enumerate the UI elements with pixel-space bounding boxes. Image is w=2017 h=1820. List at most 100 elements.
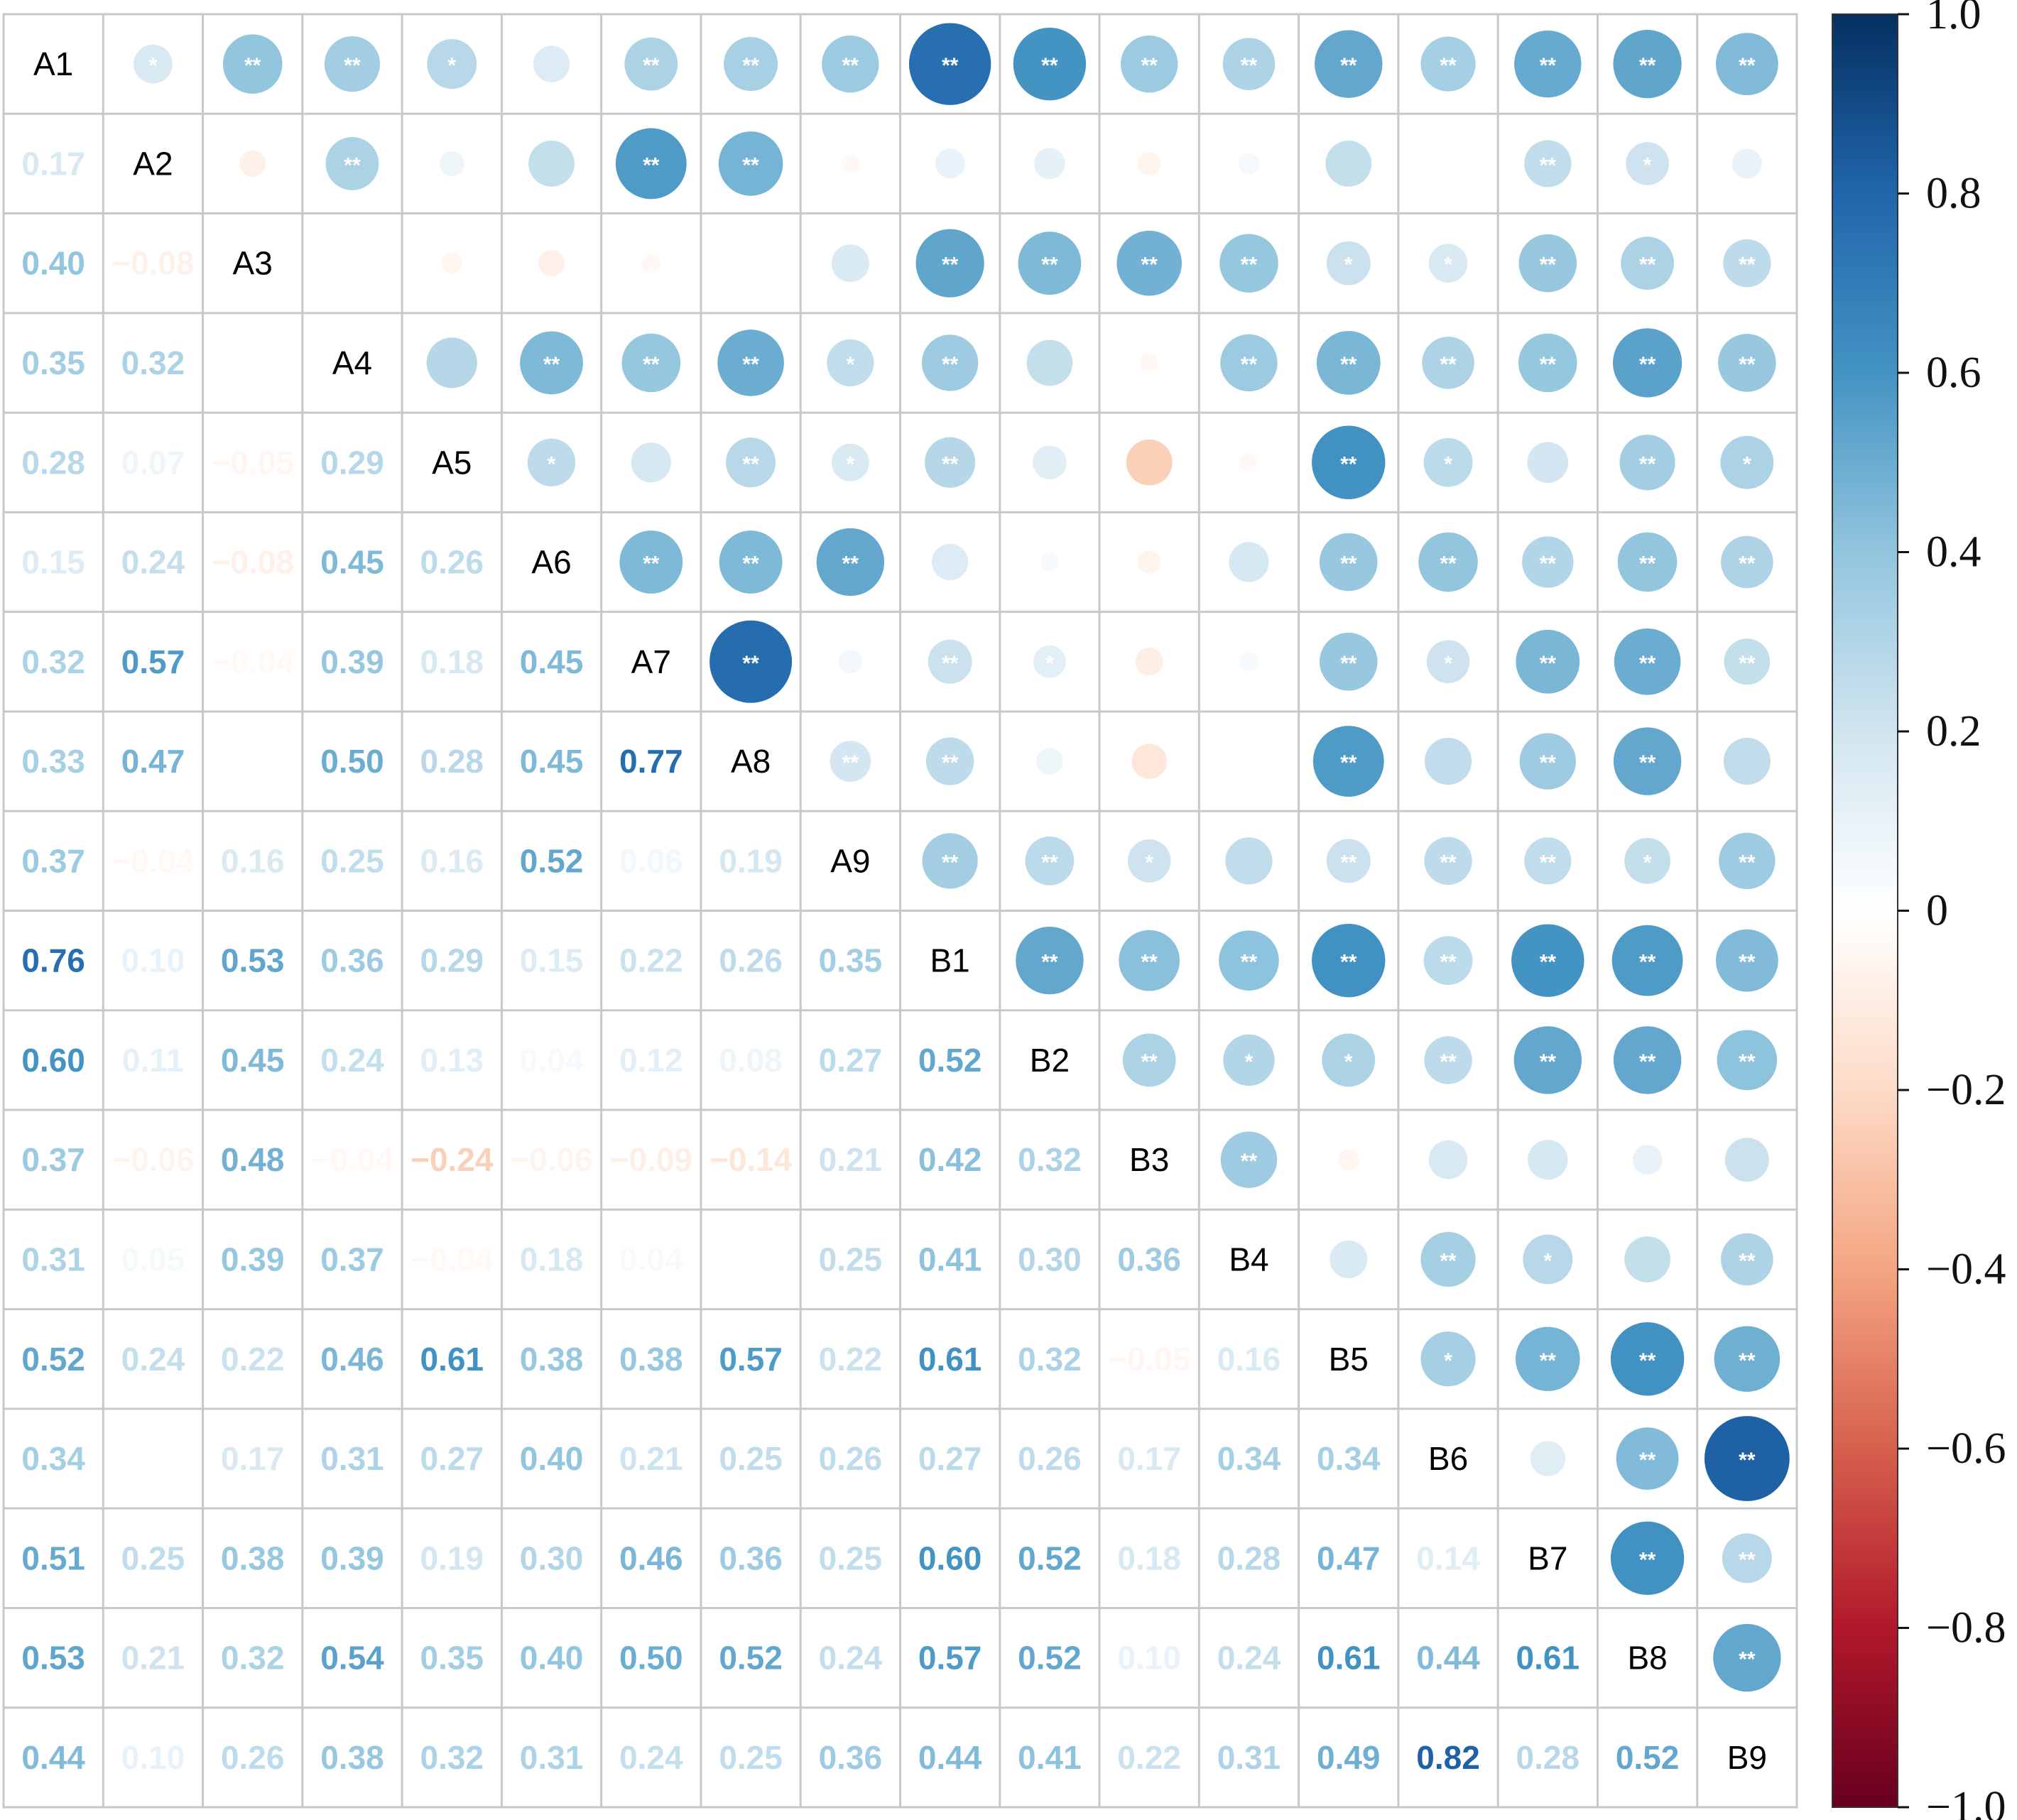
- correlation-value: 0.28: [21, 444, 85, 481]
- significance-stars: **: [1739, 552, 1756, 576]
- correlation-value: 0.27: [819, 1042, 883, 1079]
- correlation-circle: [1315, 30, 1383, 98]
- correlation-value: 0.22: [221, 1341, 285, 1378]
- correlation-value: 0.46: [320, 1341, 384, 1378]
- correlation-value: 0.61: [918, 1341, 982, 1378]
- correlation-value: −0.14: [710, 1141, 793, 1178]
- correlation-circle: [1120, 35, 1178, 93]
- correlation-value: 0.16: [1217, 1341, 1281, 1378]
- significance-stars: **: [1639, 1449, 1656, 1472]
- significance-stars: **: [1241, 353, 1258, 376]
- correlation-circle: [439, 151, 464, 176]
- significance-stars: **: [1440, 1050, 1457, 1074]
- correlation-value: 0.38: [520, 1341, 584, 1378]
- correlation-value: 0.10: [121, 942, 185, 979]
- correlation-value: 0.24: [1217, 1640, 1281, 1677]
- correlation-circle: [1721, 535, 1773, 589]
- significance-stars: *: [847, 452, 855, 476]
- correlation-circle: [134, 44, 173, 84]
- significance-stars: *: [1444, 254, 1452, 277]
- correlation-value: 0.32: [1018, 1341, 1082, 1378]
- correlation-circle: [1530, 1441, 1566, 1476]
- correlation-value: 0.31: [520, 1739, 584, 1776]
- colorbar-tick-label: 0: [1926, 887, 1948, 935]
- correlation-value: −0.05: [1108, 1341, 1190, 1378]
- significance-stars: *: [1444, 652, 1452, 675]
- correlation-value: 0.36: [719, 1540, 783, 1576]
- correlation-circle: [1220, 1131, 1278, 1188]
- correlation-value: 0.04: [619, 1241, 683, 1277]
- correlation-circle: [1513, 1026, 1582, 1094]
- significance-stars: **: [244, 54, 261, 77]
- correlation-value: 0.11: [122, 1042, 184, 1079]
- correlation-circle: [1319, 533, 1378, 592]
- significance-stars: *: [1543, 1249, 1552, 1273]
- correlation-circle: [719, 530, 783, 594]
- significance-stars: **: [842, 552, 859, 576]
- significance-stars: *: [149, 54, 158, 77]
- variable-label-b1: B1: [930, 942, 970, 979]
- correlation-circle: [631, 442, 671, 483]
- significance-stars: **: [1241, 54, 1258, 77]
- correlation-circle: [1619, 435, 1675, 491]
- significance-stars: **: [643, 552, 660, 576]
- significance-stars: **: [1639, 353, 1656, 376]
- correlation-circle: [1715, 33, 1778, 96]
- correlation-value: 0.31: [21, 1241, 85, 1277]
- correlation-value: 0.06: [619, 842, 683, 879]
- variable-label-b4: B4: [1229, 1241, 1268, 1277]
- correlation-value: 0.50: [619, 1640, 683, 1677]
- correlation-value: 0.44: [1416, 1640, 1480, 1677]
- significance-stars: **: [1639, 951, 1656, 974]
- correlation-circle: [1516, 1326, 1580, 1392]
- correlation-value: 0.05: [121, 1241, 185, 1277]
- variable-label-b5: B5: [1329, 1341, 1369, 1378]
- significance-stars: **: [842, 751, 859, 775]
- significance-stars: **: [643, 153, 660, 177]
- correlation-value: −0.04: [311, 1141, 394, 1178]
- correlation-circle: [1337, 1149, 1359, 1170]
- significance-stars: *: [1743, 452, 1751, 476]
- significance-stars: **: [1540, 54, 1557, 77]
- correlation-circle: [1612, 328, 1682, 398]
- correlation-value: 0.36: [320, 942, 384, 979]
- significance-stars: **: [942, 652, 959, 675]
- correlation-value: 0.30: [1018, 1241, 1082, 1277]
- correlation-value: 0.52: [918, 1042, 982, 1079]
- correlation-value: 0.17: [1117, 1440, 1181, 1477]
- correlation-value: 0.52: [1018, 1640, 1082, 1677]
- correlation-circle: [1137, 550, 1161, 574]
- correlation-circle: [1418, 532, 1478, 592]
- correlation-value: 0.26: [719, 942, 783, 979]
- correlation-value: 0.76: [21, 942, 85, 979]
- variable-label-b6: B6: [1428, 1440, 1468, 1477]
- correlation-circle: [1034, 148, 1065, 180]
- variable-label-a2: A2: [133, 145, 173, 182]
- correlation-circle: [1225, 837, 1273, 885]
- correlation-circle: [1326, 839, 1371, 883]
- variable-label-a6: A6: [531, 544, 571, 581]
- correlation-circle: [1731, 148, 1762, 179]
- correlation-value: 0.61: [1516, 1640, 1580, 1677]
- colorbar-tick-label: 0.6: [1926, 349, 1981, 397]
- correlation-value: −0.06: [112, 1141, 194, 1178]
- significance-stars: **: [1340, 951, 1357, 974]
- correlation-value: 0.29: [420, 942, 484, 979]
- correlation-value: 0.40: [520, 1440, 584, 1477]
- correlation-circle: [1316, 331, 1381, 395]
- correlation-circle: [724, 37, 778, 92]
- correlation-circle: [615, 128, 687, 200]
- colorbar-tick-label: −0.8: [1926, 1604, 2006, 1652]
- correlation-circle: [1719, 832, 1776, 890]
- correlation-value: 0.37: [320, 1241, 384, 1277]
- correlation-value: 0.39: [221, 1241, 285, 1277]
- correlation-value: 0.38: [619, 1341, 683, 1378]
- correlation-circle: [1330, 1240, 1368, 1278]
- correlation-circle: [641, 254, 661, 273]
- correlation-circle: [1239, 453, 1258, 472]
- correlation-value: 0.19: [420, 1540, 484, 1576]
- correlation-circle: [1519, 733, 1577, 790]
- correlation-value: 0.17: [21, 145, 85, 182]
- correlation-value: 0.42: [918, 1141, 982, 1178]
- correlation-circle: [621, 333, 681, 393]
